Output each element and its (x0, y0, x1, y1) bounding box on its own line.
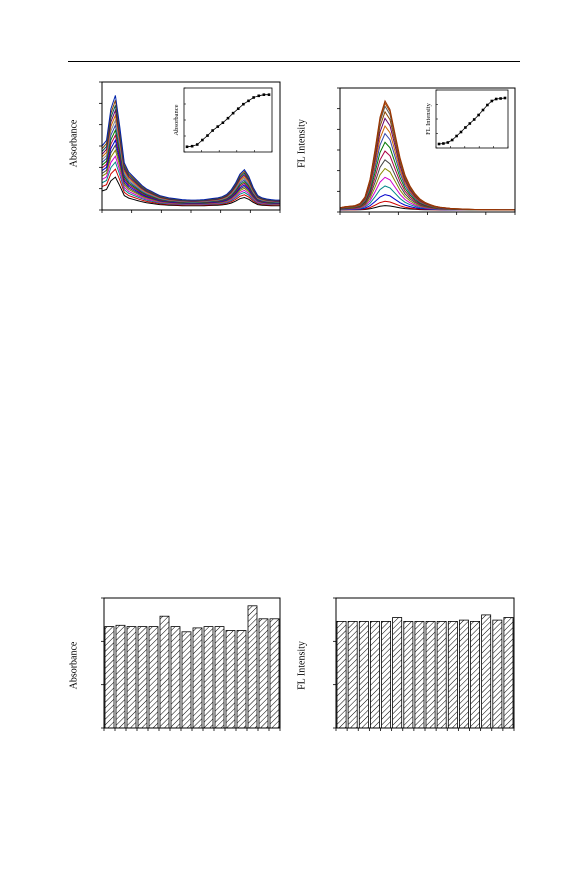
bar (492, 619, 503, 729)
inset-point (257, 94, 261, 98)
bar (481, 614, 492, 729)
bar (214, 626, 225, 729)
inset-point (252, 96, 255, 99)
bar (225, 630, 236, 729)
fl-intensity-bar-chart (333, 597, 515, 731)
bar (503, 617, 514, 729)
bar (425, 620, 436, 729)
inset-point (201, 138, 204, 142)
inset-point (477, 113, 480, 117)
bar (269, 618, 280, 729)
inset-point (499, 97, 502, 100)
spectrum-series-line (101, 95, 280, 201)
bar (126, 626, 137, 729)
spectrum-series-line (339, 99, 515, 211)
inset-point (226, 116, 230, 120)
inset-point (216, 125, 220, 128)
bar (170, 626, 181, 729)
inset-point (247, 99, 250, 103)
bar (403, 620, 414, 729)
bar (436, 620, 447, 729)
inset-point (267, 93, 271, 96)
bar (247, 605, 258, 729)
bar (181, 631, 192, 729)
bar (470, 620, 481, 729)
inset-point (236, 107, 240, 110)
inset-point (486, 103, 489, 107)
absorbance-bar-chart (101, 597, 281, 731)
inset-point (190, 144, 194, 148)
inset-point (481, 108, 485, 112)
bar (104, 626, 115, 729)
inset-frame (183, 87, 273, 153)
absorbance-bars-panel: Absorbance (69, 590, 285, 740)
inset-point (490, 99, 494, 103)
inset-point (211, 129, 214, 132)
inset-point (450, 138, 454, 142)
fluorescence-spectra-panel: FL Intensity FL Intensity (290, 80, 520, 230)
inset-point (468, 122, 472, 125)
inset-point (503, 96, 507, 100)
bar (392, 617, 403, 729)
inset-point (221, 121, 225, 124)
inset-point (242, 102, 245, 106)
inset-point (472, 118, 476, 121)
bar (370, 620, 380, 729)
inset-point (464, 126, 467, 129)
spectrum-series-line (339, 141, 515, 211)
bar (203, 626, 214, 729)
absorbance-spectra-panel: Absorbance Absorbance (69, 80, 285, 230)
inset-y-label: FL Intensity (425, 102, 432, 134)
bar (381, 620, 392, 729)
bar (458, 619, 469, 729)
bar (414, 620, 425, 729)
inset-point (455, 134, 458, 138)
inset-point (206, 134, 209, 137)
bar (159, 615, 170, 729)
inset-point (494, 97, 498, 101)
inset-y-label: Absorbance (173, 104, 180, 135)
bar (447, 620, 458, 729)
inset-point (231, 111, 235, 115)
inset-point (437, 142, 441, 146)
inset-point (195, 143, 199, 146)
inset-point (185, 145, 189, 149)
bar (236, 630, 247, 729)
absorbance-spectra-chart: Absorbance (99, 81, 281, 213)
bar (192, 627, 203, 729)
header-rule (68, 61, 520, 62)
bar (358, 620, 369, 729)
inset-line (438, 97, 506, 145)
fluorescence-spectra-chart: FL Intensity (337, 87, 516, 215)
spectrum-series-line (339, 159, 515, 211)
bar (137, 626, 148, 729)
bar (115, 624, 126, 729)
bar (148, 626, 159, 729)
fl-intensity-bars-panel: FL Intensity (290, 590, 520, 740)
bar (336, 620, 347, 729)
inset-point (262, 93, 266, 96)
bar (258, 618, 269, 729)
inset-point (446, 141, 450, 144)
inset-point (442, 142, 445, 145)
spectrum-series-line (339, 150, 515, 211)
inset-point (459, 130, 463, 134)
bar (347, 620, 358, 729)
